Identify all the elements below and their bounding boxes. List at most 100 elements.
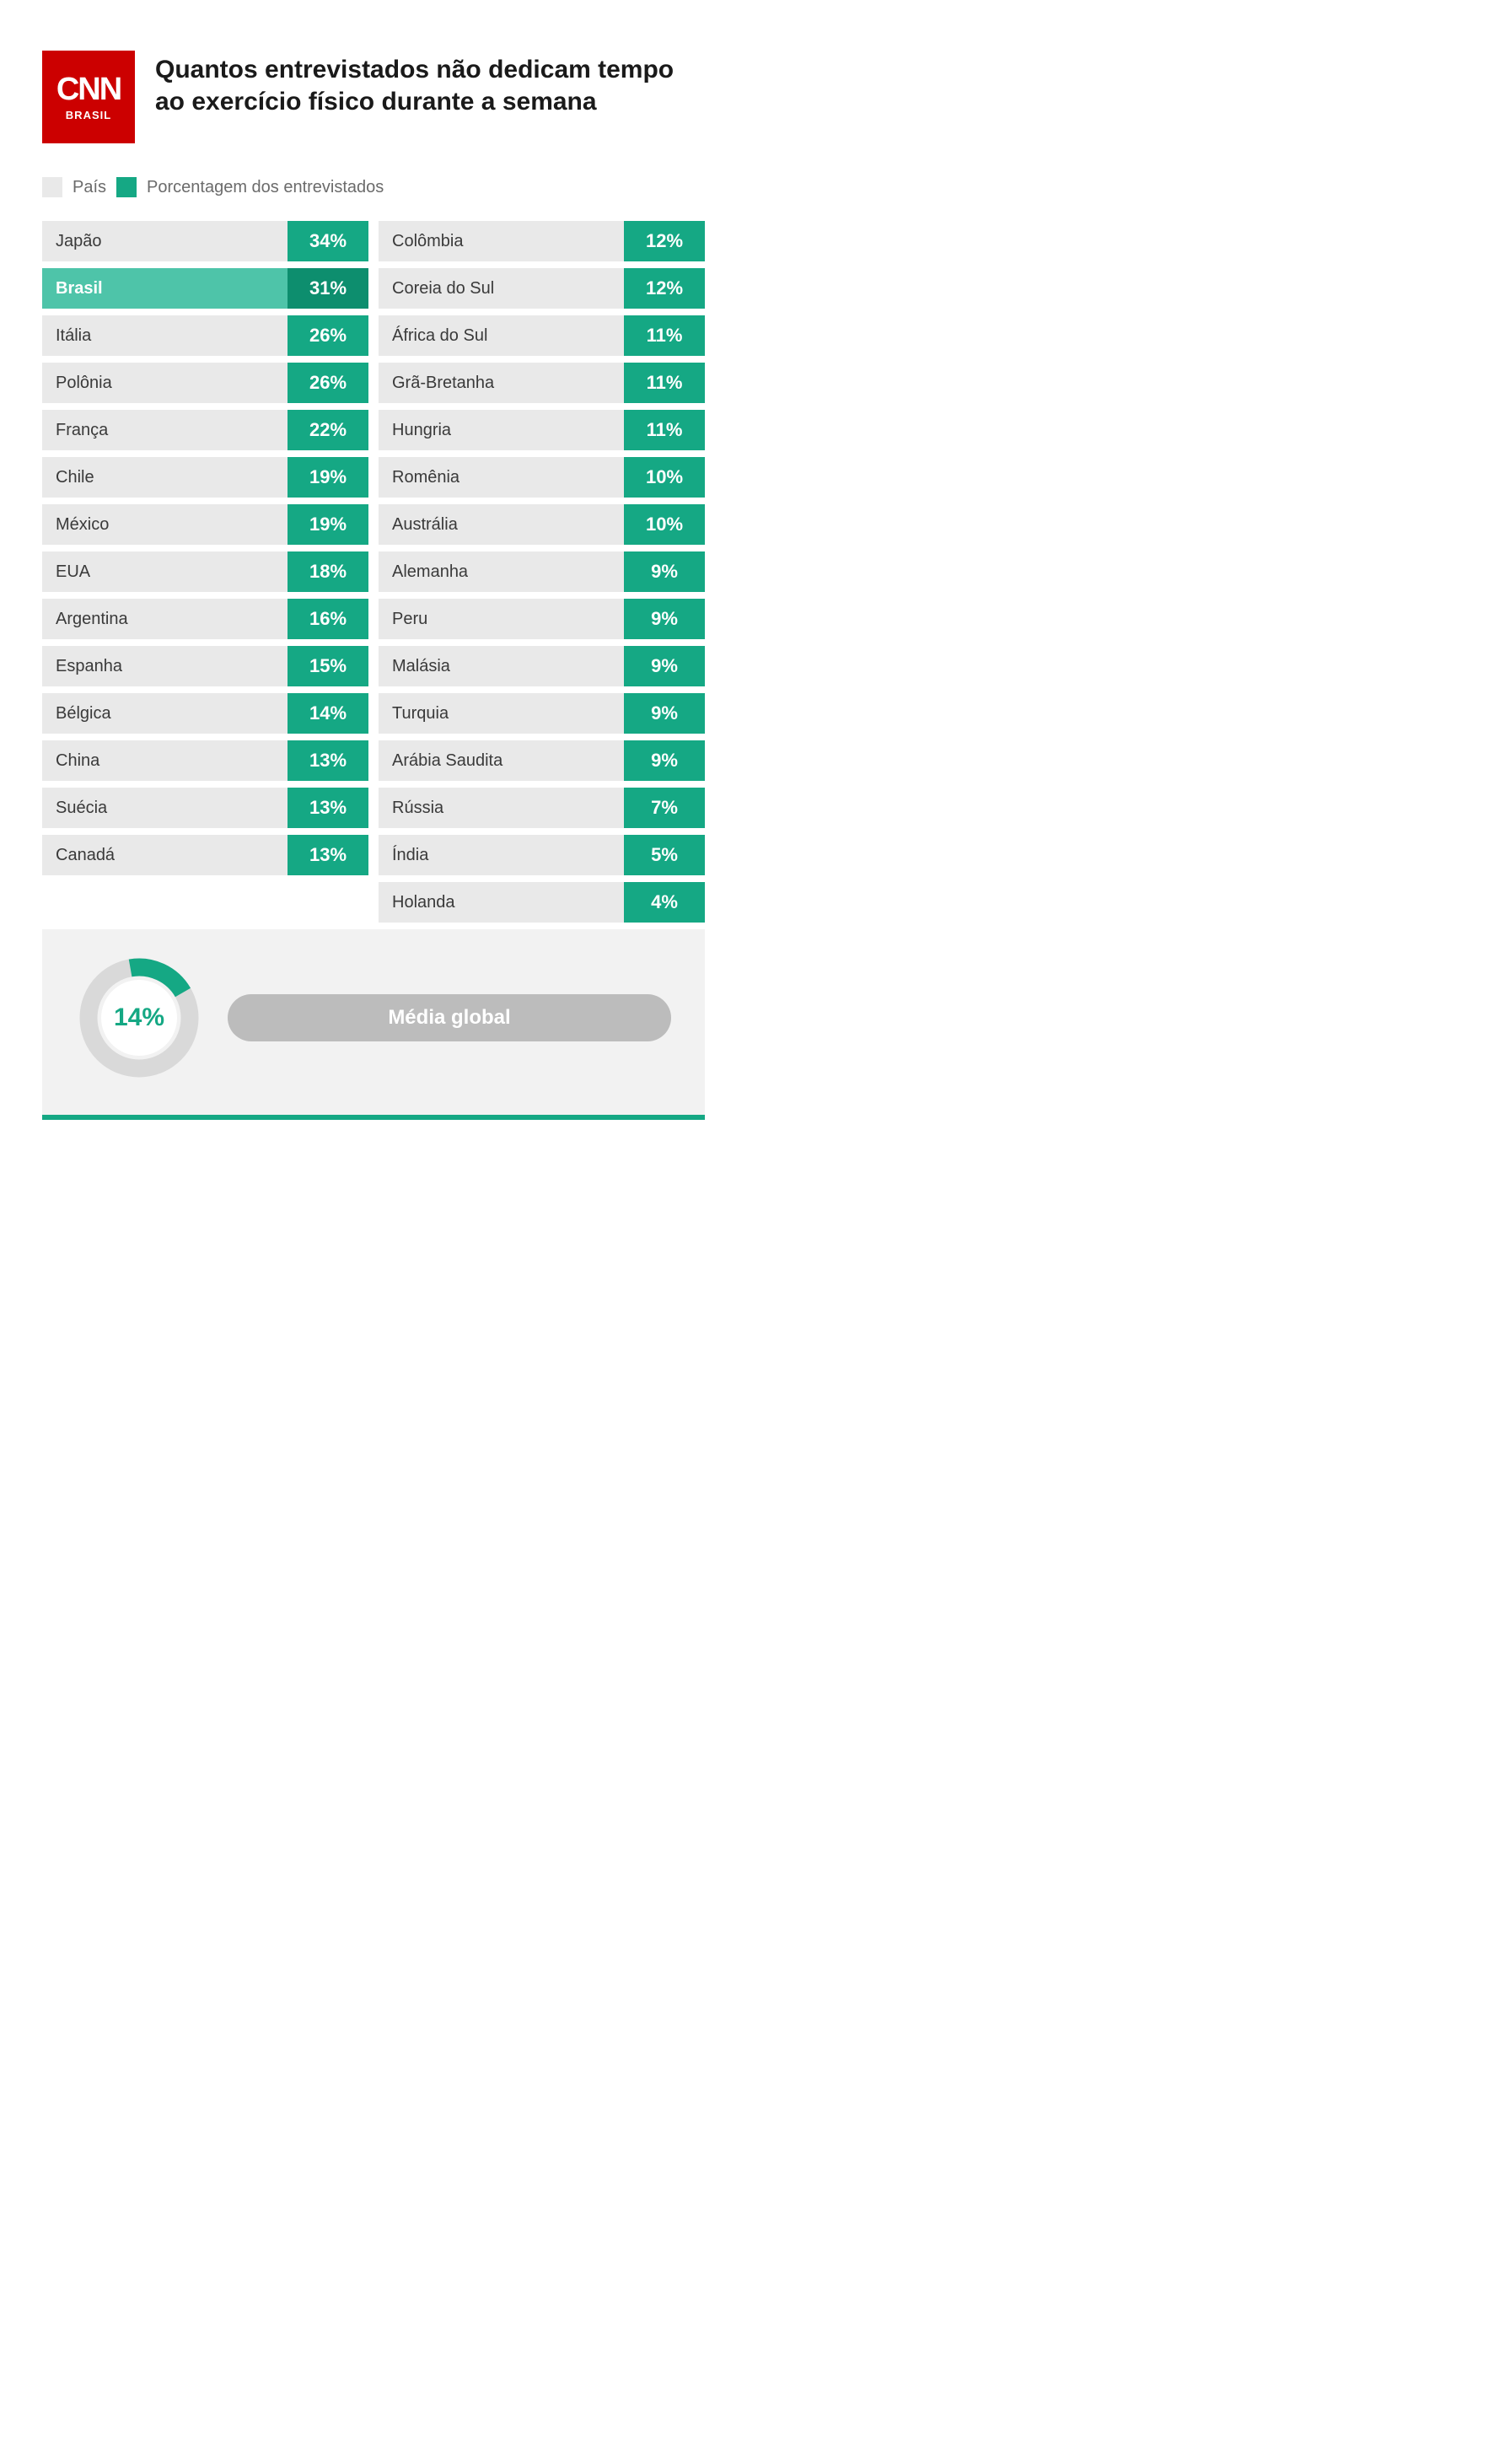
percentage-cell: 7% [624, 788, 705, 828]
percentage-cell: 18% [288, 551, 368, 592]
table-row: Canadá13% [42, 835, 368, 875]
table-row: Índia5% [379, 835, 705, 875]
percentage-cell: 13% [288, 740, 368, 781]
country-cell: França [42, 410, 288, 450]
table-row: Chile19% [42, 457, 368, 498]
country-cell: Peru [379, 599, 624, 639]
table-row: Turquia9% [379, 693, 705, 734]
country-cell: Polônia [42, 363, 288, 403]
legend: País Porcentagem dos entrevistados [42, 177, 705, 197]
percentage-cell: 22% [288, 410, 368, 450]
table-row: Austrália10% [379, 504, 705, 545]
table-row: Coreia do Sul12% [379, 268, 705, 309]
table-row: Rússia7% [379, 788, 705, 828]
table-row: Colômbia12% [379, 221, 705, 261]
global-pill-label: Média global [228, 994, 671, 1041]
country-cell: Grã-Bretanha [379, 363, 624, 403]
table-row: México19% [42, 504, 368, 545]
country-cell: Espanha [42, 646, 288, 686]
percentage-cell: 14% [288, 693, 368, 734]
percentage-cell: 15% [288, 646, 368, 686]
table-row: Arábia Saudita9% [379, 740, 705, 781]
percentage-cell: 9% [624, 693, 705, 734]
country-cell: Argentina [42, 599, 288, 639]
table-row: Malásia9% [379, 646, 705, 686]
percentage-cell: 10% [624, 504, 705, 545]
percentage-cell: 34% [288, 221, 368, 261]
country-cell: Chile [42, 457, 288, 498]
logo-main-text: CNN [56, 73, 121, 105]
percentage-cell: 16% [288, 599, 368, 639]
percentage-cell: 19% [288, 457, 368, 498]
country-cell: Bélgica [42, 693, 288, 734]
table-row: Espanha15% [42, 646, 368, 686]
table-row: Itália26% [42, 315, 368, 356]
percentage-cell: 13% [288, 835, 368, 875]
legend-country-label: País [73, 178, 106, 197]
table-row: Suécia13% [42, 788, 368, 828]
legend-country-swatch [42, 177, 62, 197]
table-row: Romênia10% [379, 457, 705, 498]
country-cell: Brasil [42, 268, 288, 309]
country-cell: EUA [42, 551, 288, 592]
country-cell: Coreia do Sul [379, 268, 624, 309]
country-cell: Austrália [379, 504, 624, 545]
legend-pct-label: Porcentagem dos entrevistados [147, 178, 384, 197]
right-column: Colômbia12%Coreia do Sul12%África do Sul… [379, 221, 705, 923]
page-title: Quantos entrevistados não dedicam tempo … [155, 51, 705, 117]
logo-sub-text: BRASIL [66, 109, 111, 121]
percentage-cell: 5% [624, 835, 705, 875]
table-row: China13% [42, 740, 368, 781]
country-cell: Colômbia [379, 221, 624, 261]
percentage-cell: 31% [288, 268, 368, 309]
country-cell: China [42, 740, 288, 781]
country-cell: África do Sul [379, 315, 624, 356]
table-row: Peru9% [379, 599, 705, 639]
data-columns: Japão34%Brasil31%Itália26%Polônia26%Fran… [42, 221, 705, 923]
left-column: Japão34%Brasil31%Itália26%Polônia26%Fran… [42, 221, 368, 875]
percentage-cell: 12% [624, 268, 705, 309]
table-row: Holanda4% [379, 882, 705, 923]
table-row: França22% [42, 410, 368, 450]
percentage-cell: 12% [624, 221, 705, 261]
percentage-cell: 13% [288, 788, 368, 828]
table-row: Hungria11% [379, 410, 705, 450]
global-pct-label: 14% [76, 955, 202, 1081]
country-cell: Índia [379, 835, 624, 875]
percentage-cell: 9% [624, 551, 705, 592]
country-cell: México [42, 504, 288, 545]
percentage-cell: 10% [624, 457, 705, 498]
percentage-cell: 9% [624, 740, 705, 781]
table-row: Grã-Bretanha11% [379, 363, 705, 403]
header: CNN BRASIL Quantos entrevistados não ded… [42, 51, 705, 143]
country-cell: Japão [42, 221, 288, 261]
percentage-cell: 26% [288, 363, 368, 403]
country-cell: Canadá [42, 835, 288, 875]
country-cell: Arábia Saudita [379, 740, 624, 781]
cnn-brasil-logo: CNN BRASIL [42, 51, 135, 143]
percentage-cell: 9% [624, 599, 705, 639]
country-cell: Hungria [379, 410, 624, 450]
percentage-cell: 11% [624, 315, 705, 356]
country-cell: Itália [42, 315, 288, 356]
table-row: EUA18% [42, 551, 368, 592]
table-row: Polônia26% [42, 363, 368, 403]
table-row: Bélgica14% [42, 693, 368, 734]
table-row: Argentina16% [42, 599, 368, 639]
country-cell: Romênia [379, 457, 624, 498]
legend-pct-swatch [116, 177, 137, 197]
percentage-cell: 11% [624, 410, 705, 450]
percentage-cell: 4% [624, 882, 705, 923]
country-cell: Rússia [379, 788, 624, 828]
percentage-cell: 9% [624, 646, 705, 686]
percentage-cell: 11% [624, 363, 705, 403]
table-row: Alemanha9% [379, 551, 705, 592]
global-donut: 14% [76, 955, 202, 1081]
country-cell: Turquia [379, 693, 624, 734]
table-row: África do Sul11% [379, 315, 705, 356]
country-cell: Holanda [379, 882, 624, 923]
country-cell: Suécia [42, 788, 288, 828]
country-cell: Malásia [379, 646, 624, 686]
table-row: Japão34% [42, 221, 368, 261]
country-cell: Alemanha [379, 551, 624, 592]
